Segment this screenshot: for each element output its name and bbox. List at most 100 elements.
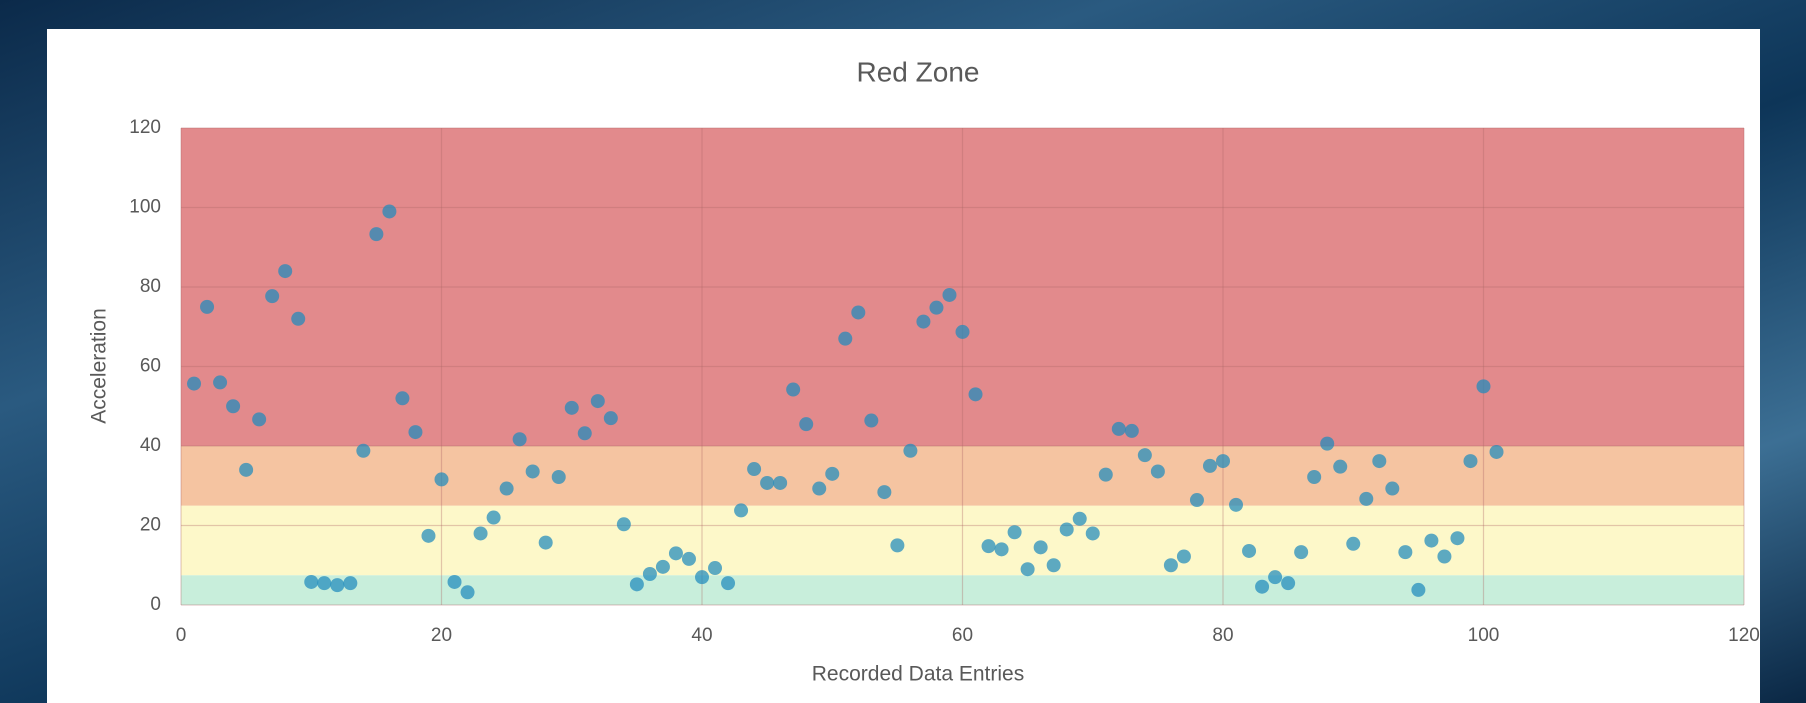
data-point: [1203, 459, 1217, 473]
data-point: [1320, 437, 1334, 451]
data-point: [200, 300, 214, 314]
data-point: [877, 485, 891, 499]
y-tick-label: 40: [140, 435, 161, 456]
data-point: [1424, 534, 1438, 548]
data-point: [265, 289, 279, 303]
data-point: [890, 538, 904, 552]
data-point: [916, 315, 930, 329]
data-point: [1450, 531, 1464, 545]
data-point: [278, 264, 292, 278]
x-tick-label: 100: [1468, 625, 1500, 646]
data-point: [500, 482, 514, 496]
data-point: [408, 425, 422, 439]
data-point: [942, 288, 956, 302]
data-point: [604, 411, 618, 425]
data-point: [982, 539, 996, 553]
data-point: [1346, 537, 1360, 551]
x-tick-label: 60: [952, 625, 973, 646]
data-point: [838, 332, 852, 346]
data-point: [1151, 464, 1165, 478]
x-tick-label: 120: [1728, 625, 1760, 646]
data-point: [669, 546, 683, 560]
data-point: [617, 517, 631, 531]
data-point: [760, 476, 774, 490]
data-point: [864, 414, 878, 428]
data-point: [1490, 445, 1504, 459]
data-point: [369, 227, 383, 241]
data-point: [552, 470, 566, 484]
data-point: [708, 561, 722, 575]
data-point: [1216, 454, 1230, 468]
data-point: [825, 467, 839, 481]
data-point: [421, 529, 435, 543]
data-point: [304, 575, 318, 589]
data-point: [903, 444, 917, 458]
data-point: [539, 536, 553, 550]
data-point: [1086, 526, 1100, 540]
data-point: [734, 503, 748, 517]
data-point: [695, 570, 709, 584]
page: {"chart_data": {"type": "scatter", "titl…: [0, 0, 1806, 703]
data-point: [1268, 570, 1282, 584]
data-point: [1112, 422, 1126, 436]
data-point: [1073, 512, 1087, 526]
data-point: [929, 301, 943, 315]
data-point: [526, 464, 540, 478]
chart: Red Zone Recorded Data Entries Accelerat…: [0, 0, 1806, 703]
y-tick-label: 20: [140, 515, 161, 536]
data-point: [591, 394, 605, 408]
data-point: [317, 576, 331, 590]
data-point: [252, 412, 266, 426]
data-point: [578, 426, 592, 440]
data-point: [995, 542, 1009, 556]
data-point: [1242, 544, 1256, 558]
data-point: [1099, 468, 1113, 482]
x-tick-label: 40: [691, 625, 712, 646]
data-point: [656, 560, 670, 574]
data-point: [1138, 448, 1152, 462]
data-point: [1385, 482, 1399, 496]
data-point: [461, 585, 475, 599]
data-point: [226, 399, 240, 413]
data-point: [1229, 498, 1243, 512]
y-tick-label: 60: [140, 356, 161, 377]
data-point: [1307, 470, 1321, 484]
chart-title: Red Zone: [857, 56, 980, 87]
data-point: [356, 444, 370, 458]
data-point: [565, 401, 579, 415]
x-tick-label: 80: [1212, 625, 1233, 646]
data-point: [1411, 583, 1425, 597]
data-point: [1437, 550, 1451, 564]
data-point: [395, 391, 409, 405]
data-point: [630, 577, 644, 591]
y-tick-label: 0: [150, 594, 161, 615]
x-tick-label: 20: [431, 625, 452, 646]
data-point: [1021, 562, 1035, 576]
data-point: [1190, 493, 1204, 507]
data-point: [343, 576, 357, 590]
data-point: [1359, 492, 1373, 506]
data-point: [187, 377, 201, 391]
data-point: [330, 578, 344, 592]
data-point: [682, 552, 696, 566]
data-point: [1398, 545, 1412, 559]
data-point: [1477, 379, 1491, 393]
data-point: [1333, 460, 1347, 474]
data-point: [799, 417, 813, 431]
data-point: [1047, 558, 1061, 572]
data-point: [643, 567, 657, 581]
data-point: [1372, 454, 1386, 468]
x-tick-label: 0: [176, 625, 187, 646]
data-point: [812, 482, 826, 496]
x-axis-label: Recorded Data Entries: [812, 663, 1024, 686]
data-point: [721, 576, 735, 590]
data-point: [487, 511, 501, 525]
y-tick-label: 80: [140, 276, 161, 297]
data-point: [1034, 540, 1048, 554]
data-point: [1008, 525, 1022, 539]
y-axis-label: Acceleration: [88, 308, 111, 424]
data-point: [1255, 580, 1269, 594]
data-point: [1281, 576, 1295, 590]
data-point: [747, 462, 761, 476]
data-point: [773, 476, 787, 490]
